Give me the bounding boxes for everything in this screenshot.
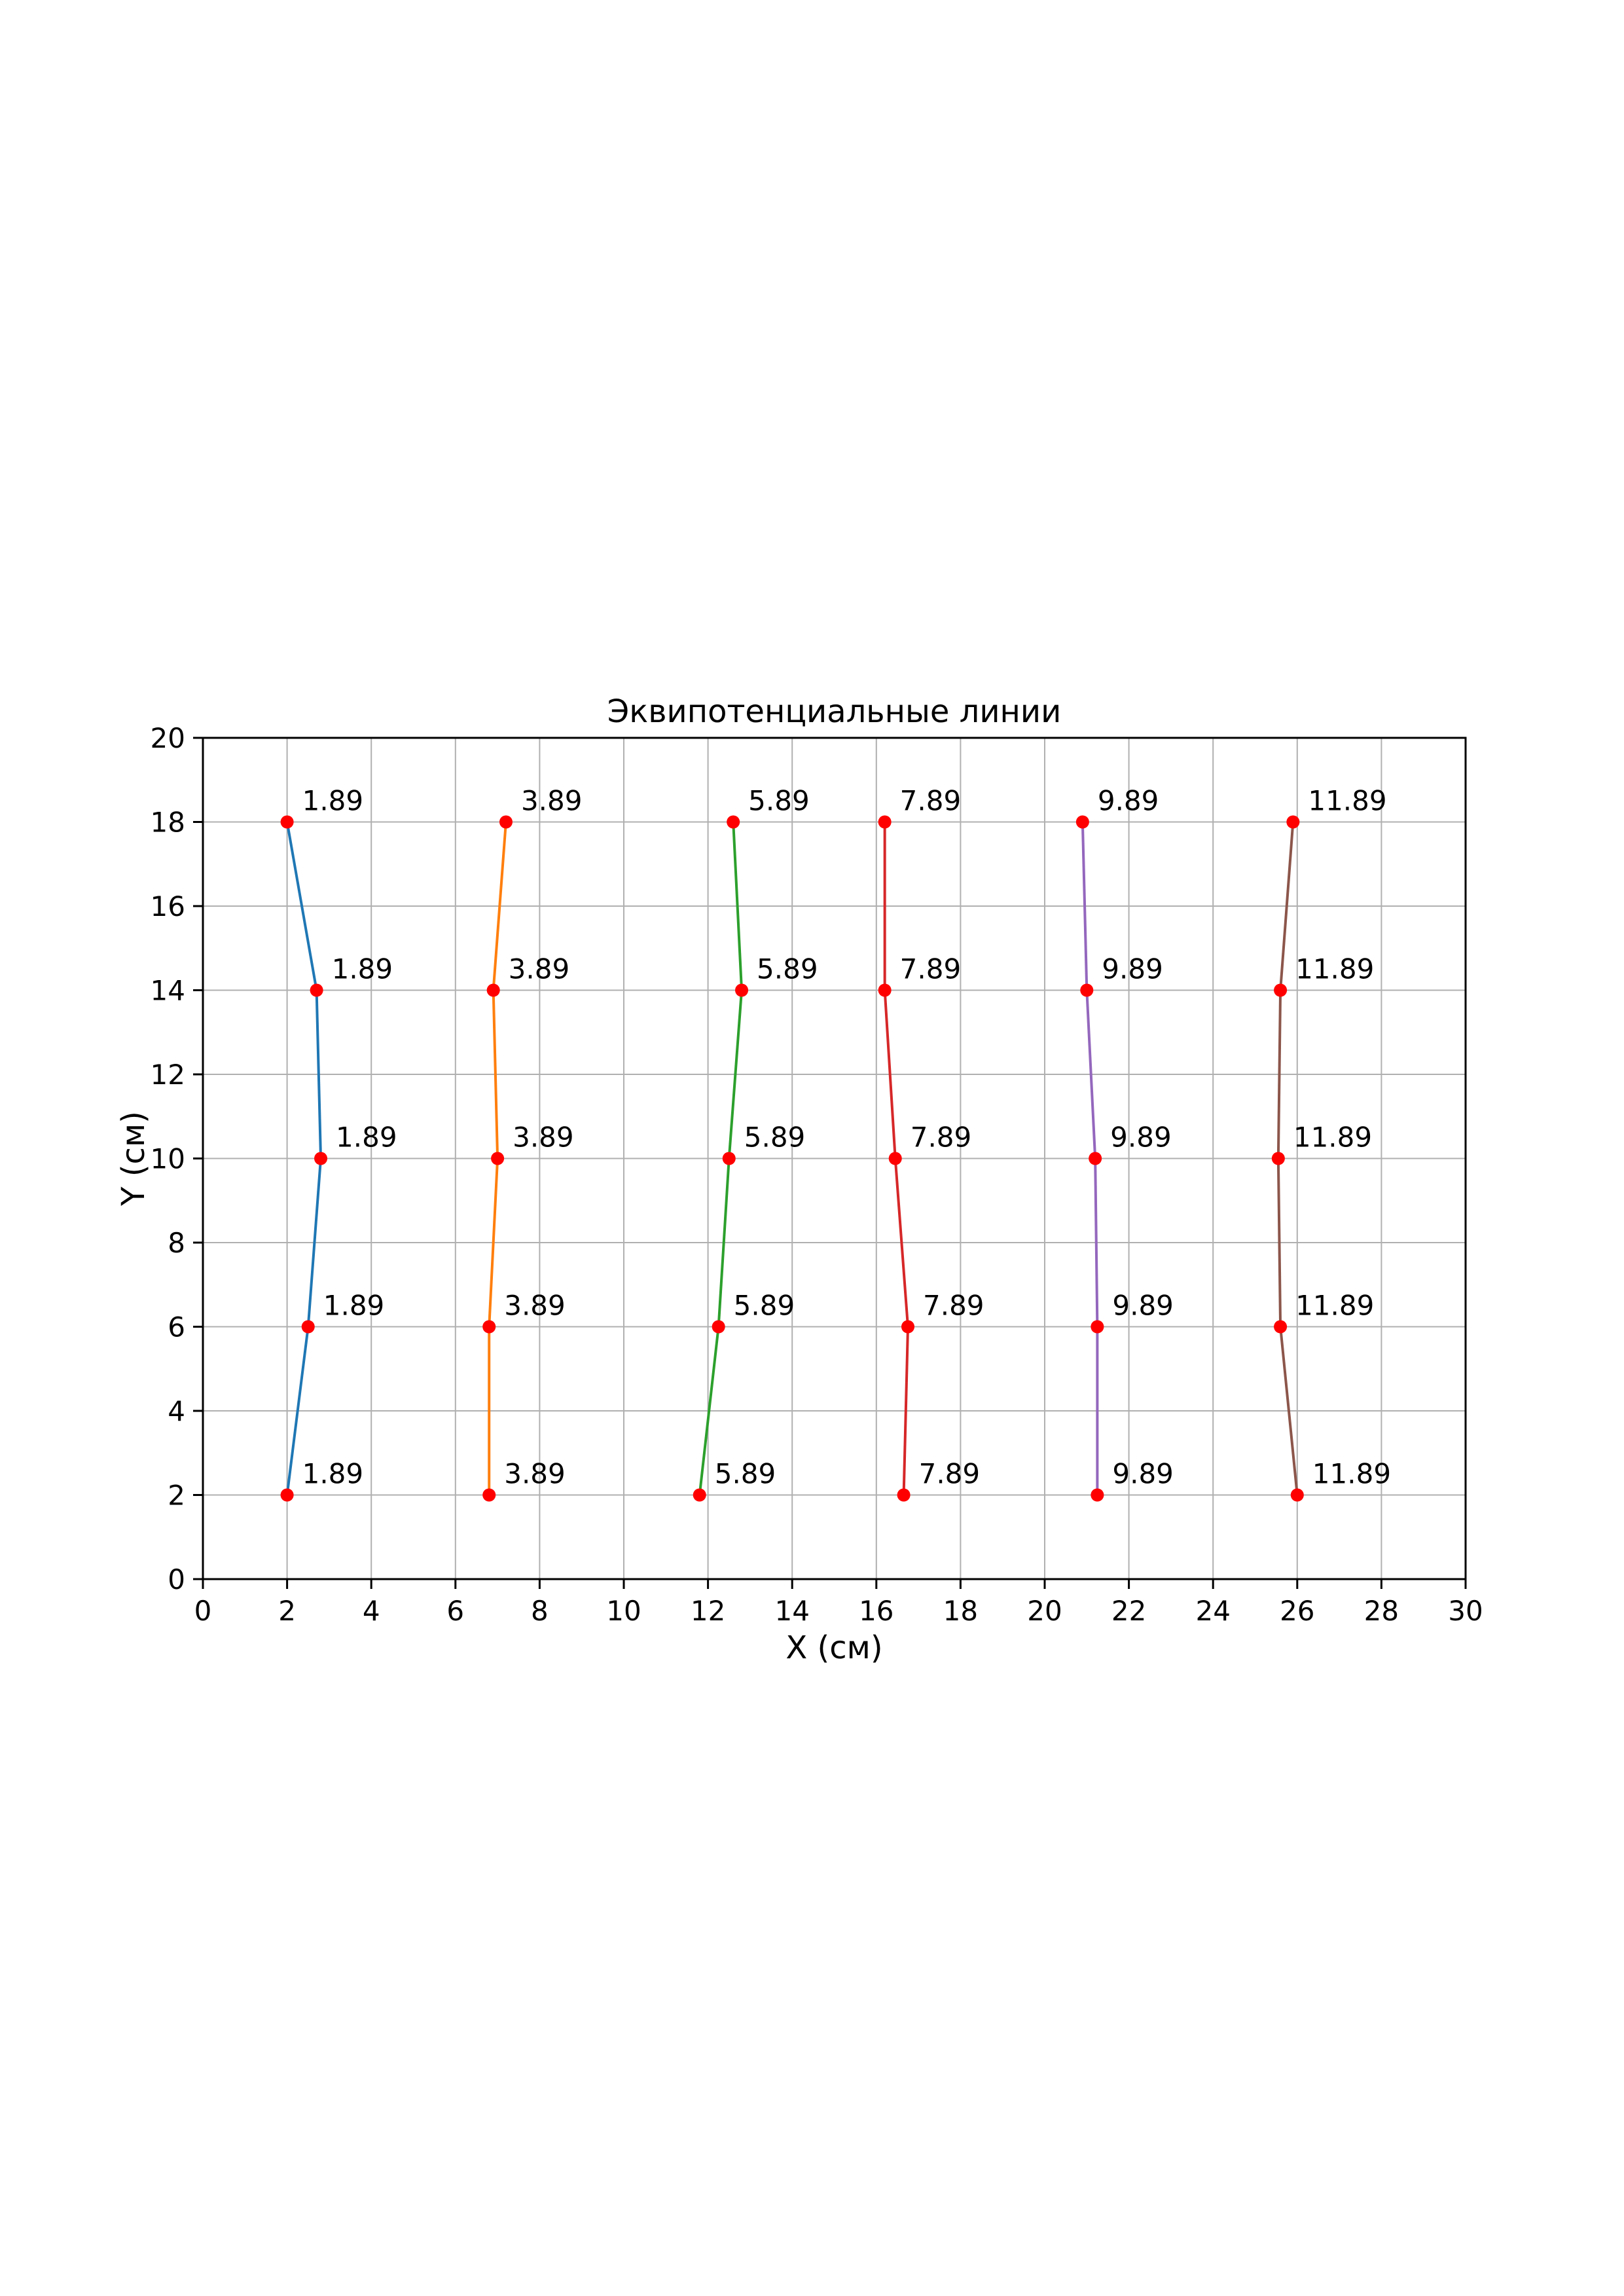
x-tick-label: 8 <box>531 1595 549 1627</box>
data-point <box>1091 1488 1104 1502</box>
point-annotation: 9.89 <box>1112 1458 1174 1490</box>
data-point <box>310 983 323 997</box>
point-annotation: 5.89 <box>715 1458 776 1490</box>
data-point <box>314 1152 328 1165</box>
point-annotation: 9.89 <box>1098 785 1159 817</box>
point-annotation: 11.89 <box>1295 1290 1374 1322</box>
data-point <box>878 983 892 997</box>
y-tick-label: 2 <box>168 1480 185 1512</box>
x-tick-label: 28 <box>1364 1595 1399 1627</box>
data-point <box>499 815 513 829</box>
x-tick-label: 14 <box>774 1595 809 1627</box>
data-point <box>888 1152 902 1165</box>
point-annotation: 11.89 <box>1293 1121 1372 1154</box>
point-annotation: 3.89 <box>509 953 570 985</box>
series-layer: 1.89 1.89 1.89 1.89 1.89 3.89 3.89 3.89 3.89 3.89… <box>280 785 1391 1502</box>
data-point <box>486 983 500 997</box>
y-tick-label: 14 <box>151 975 185 1007</box>
point-annotation: 5.89 <box>744 1121 806 1154</box>
x-tick-label: 24 <box>1195 1595 1230 1627</box>
data-point <box>727 815 740 829</box>
x-axis-title: X (см) <box>785 1630 882 1666</box>
label-layer: 0 2 4 6 8 10 12 14 16 18 20 22 24 26 28 300246810121416… <box>151 722 1483 1627</box>
data-point <box>901 1320 915 1334</box>
data-point <box>1089 1152 1102 1165</box>
y-tick-label: 4 <box>168 1395 185 1427</box>
data-point <box>482 1488 496 1502</box>
x-tick-label: 0 <box>194 1595 212 1627</box>
point-annotation: 7.89 <box>911 1121 972 1154</box>
data-point <box>491 1152 505 1165</box>
y-axis-title: Y (см) <box>115 1111 152 1207</box>
y-tick-label: 18 <box>151 807 185 839</box>
data-point <box>712 1320 725 1334</box>
point-annotation: 11.89 <box>1312 1458 1391 1490</box>
y-tick-label: 12 <box>151 1059 185 1091</box>
data-point <box>1091 1320 1104 1334</box>
point-annotation: 3.89 <box>504 1290 566 1322</box>
x-tick-label: 12 <box>691 1595 725 1627</box>
data-point <box>722 1152 736 1165</box>
data-point <box>1080 983 1094 997</box>
data-point <box>1274 1320 1288 1334</box>
point-annotation: 5.89 <box>748 785 810 817</box>
data-point <box>482 1320 496 1334</box>
y-tick-label: 6 <box>168 1311 185 1343</box>
point-annotation: 7.89 <box>923 1290 984 1322</box>
point-annotation: 1.89 <box>302 785 364 817</box>
point-annotation: 5.89 <box>757 953 818 985</box>
point-annotation: 7.89 <box>900 785 962 817</box>
x-tick-label: 30 <box>1448 1595 1483 1627</box>
data-point <box>1274 983 1288 997</box>
grid-layer <box>203 738 1466 1579</box>
point-annotation: 9.89 <box>1110 1121 1172 1154</box>
x-tick-label: 22 <box>1111 1595 1146 1627</box>
point-annotation: 1.89 <box>323 1290 385 1322</box>
point-annotation: 9.89 <box>1112 1290 1174 1322</box>
chart-title: Эквипотенциальные линии <box>607 693 1062 730</box>
data-point <box>693 1488 706 1502</box>
data-point <box>280 1488 294 1502</box>
data-point <box>878 815 892 829</box>
y-tick-label: 0 <box>168 1563 185 1595</box>
point-annotation: 3.89 <box>521 785 583 817</box>
x-tick-label: 4 <box>363 1595 380 1627</box>
y-tick-label: 16 <box>151 890 185 922</box>
point-annotation: 7.89 <box>900 953 962 985</box>
point-annotation: 1.89 <box>302 1458 364 1490</box>
y-tick-label: 20 <box>151 722 185 754</box>
data-point <box>1286 815 1300 829</box>
y-tick-label: 8 <box>168 1227 185 1259</box>
point-annotation: 11.89 <box>1308 785 1386 817</box>
x-tick-label: 10 <box>606 1595 641 1627</box>
x-tick-label: 6 <box>446 1595 464 1627</box>
tick-layer <box>193 737 1467 1589</box>
y-tick-label: 10 <box>151 1143 185 1175</box>
data-point <box>1075 815 1089 829</box>
point-annotation: 7.89 <box>919 1458 981 1490</box>
point-annotation: 3.89 <box>513 1121 574 1154</box>
x-tick-label: 20 <box>1027 1595 1062 1627</box>
point-annotation: 1.89 <box>336 1121 397 1154</box>
data-point <box>280 815 294 829</box>
point-annotation: 1.89 <box>332 953 393 985</box>
x-tick-label: 26 <box>1280 1595 1314 1627</box>
data-point <box>897 1488 911 1502</box>
x-tick-label: 2 <box>278 1595 296 1627</box>
data-point <box>1271 1152 1285 1165</box>
x-tick-label: 16 <box>859 1595 893 1627</box>
point-annotation: 3.89 <box>504 1458 566 1490</box>
data-point <box>301 1320 315 1334</box>
data-point <box>735 983 749 997</box>
x-tick-label: 18 <box>943 1595 978 1627</box>
point-annotation: 5.89 <box>734 1290 795 1322</box>
data-point <box>1290 1488 1304 1502</box>
point-annotation: 11.89 <box>1295 953 1374 985</box>
point-annotation: 9.89 <box>1102 953 1163 985</box>
